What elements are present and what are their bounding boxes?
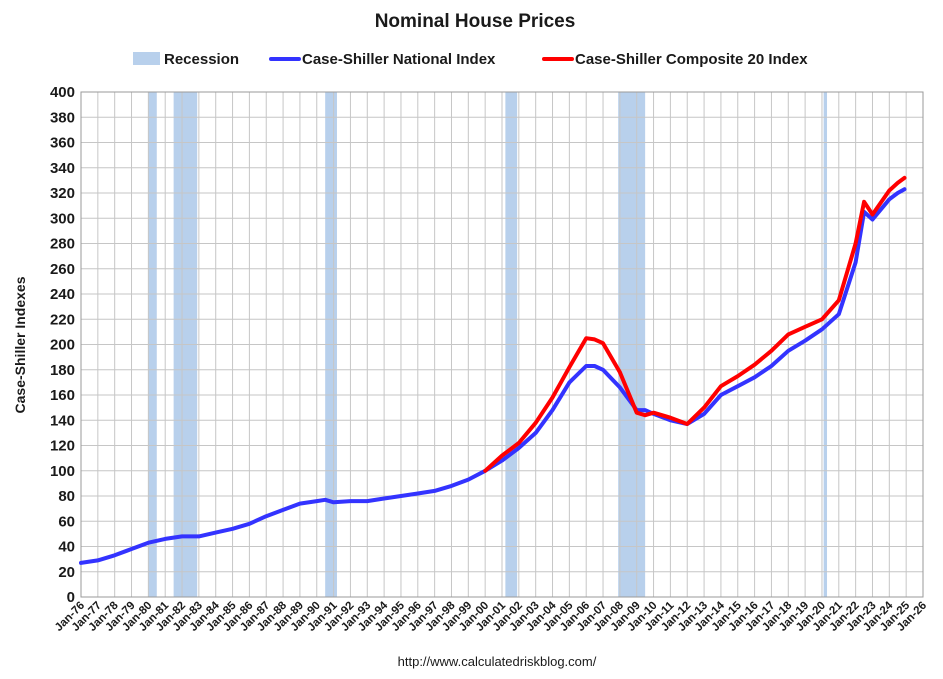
y-tick-label: 0: [67, 589, 75, 606]
y-tick-label: 60: [58, 513, 75, 530]
y-tick-label: 300: [50, 210, 75, 227]
y-tick-label: 280: [50, 236, 75, 253]
y-axis-label: Case-Shiller Indexes: [12, 276, 28, 413]
y-tick-label: 320: [50, 185, 75, 202]
legend-recession-swatch: [133, 52, 160, 65]
y-tick-label: 160: [50, 387, 75, 404]
y-tick-label: 140: [50, 412, 75, 429]
y-tick-label: 120: [50, 438, 75, 455]
gridlines: [80, 91, 924, 598]
y-tick-label: 80: [58, 488, 75, 505]
plot-area-border: [80, 91, 924, 598]
legend-composite-label: Case-Shiller Composite 20 Index: [575, 51, 808, 68]
y-tick-label: 340: [50, 160, 75, 177]
y-tick-label: 40: [58, 539, 75, 556]
legend-recession-label: Recession: [164, 51, 239, 68]
y-tick-label: 20: [58, 564, 75, 581]
source-url[interactable]: http://www.calculatedriskblog.com/: [398, 654, 597, 669]
national-index-line: [79, 187, 907, 565]
composite-20-line: [483, 175, 907, 473]
y-tick-label: 100: [50, 463, 75, 480]
y-tick-label: 260: [50, 261, 75, 278]
y-tick-label: 180: [50, 362, 75, 379]
y-tick-label: 200: [50, 337, 75, 354]
x-axis-ticks: Jan-76Jan-77Jan-78Jan-79Jan-80Jan-81Jan-…: [53, 599, 929, 634]
y-tick-label: 380: [50, 109, 75, 126]
chart-title: Nominal House Prices: [375, 11, 576, 32]
y-tick-label: 400: [50, 84, 75, 101]
legend-national-label: Case-Shiller National Index: [302, 51, 496, 68]
y-axis-ticks: 0 20 40 60 80 100 120 140 160 180 200 220 240 260 280 3…: [50, 84, 75, 606]
y-tick-label: 360: [50, 135, 75, 152]
y-tick-label: 240: [50, 286, 75, 303]
y-tick-label: 220: [50, 311, 75, 328]
series-lines: [79, 175, 907, 565]
legend: Recession Case-Shiller National Index Ca…: [133, 51, 808, 68]
